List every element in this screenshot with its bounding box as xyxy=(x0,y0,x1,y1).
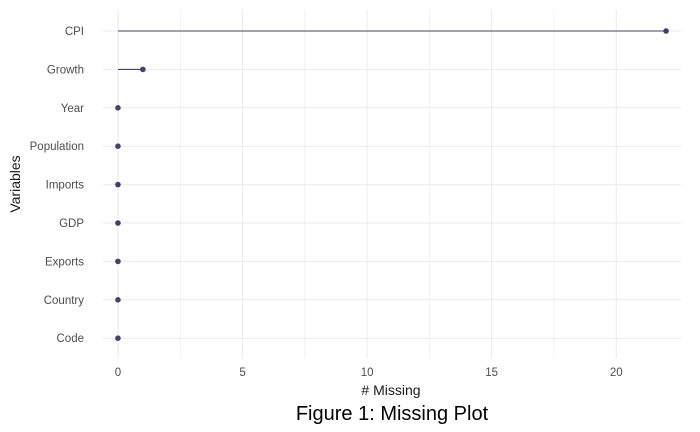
y-tick-label: Population xyxy=(30,141,84,153)
y-tick-label: Year xyxy=(61,103,84,115)
lollipop-point xyxy=(140,66,146,73)
y-tick-label: CPI xyxy=(65,26,84,38)
y-tick-label: Country xyxy=(44,295,85,307)
y-tick-label: GDP xyxy=(59,218,84,230)
y-axis-title: Variables xyxy=(7,155,23,212)
x-tick-label: 15 xyxy=(485,367,498,379)
x-axis-title: # Missing xyxy=(361,382,420,398)
grid-lines xyxy=(103,10,681,358)
lollipop-point xyxy=(115,297,121,303)
x-tick-label: 10 xyxy=(361,367,374,379)
x-tick-label: 5 xyxy=(239,367,245,379)
lollipop-point xyxy=(115,220,121,226)
lollipop-point xyxy=(663,28,669,34)
x-tick-labels: 0 5 10 15 20 xyxy=(115,367,623,379)
lollipop-point xyxy=(115,258,121,265)
y-tick-label: Imports xyxy=(46,180,85,192)
lollipop-point xyxy=(115,335,121,342)
y-tick-label: Code xyxy=(57,333,85,345)
lollipop-point xyxy=(115,105,121,111)
x-tick-label: 20 xyxy=(610,367,623,379)
lollipop-marks xyxy=(115,28,669,342)
figure-caption: Figure 1: Missing Plot xyxy=(296,403,489,425)
lollipop-point xyxy=(115,143,121,149)
y-tick-label: Growth xyxy=(47,64,84,76)
x-tick-label: 0 xyxy=(115,367,121,379)
lollipop-point xyxy=(115,181,121,188)
y-tick-labels: CPI Growth Year Population Imports GDP Exports… xyxy=(30,26,85,345)
y-tick-label: Exports xyxy=(45,256,84,268)
